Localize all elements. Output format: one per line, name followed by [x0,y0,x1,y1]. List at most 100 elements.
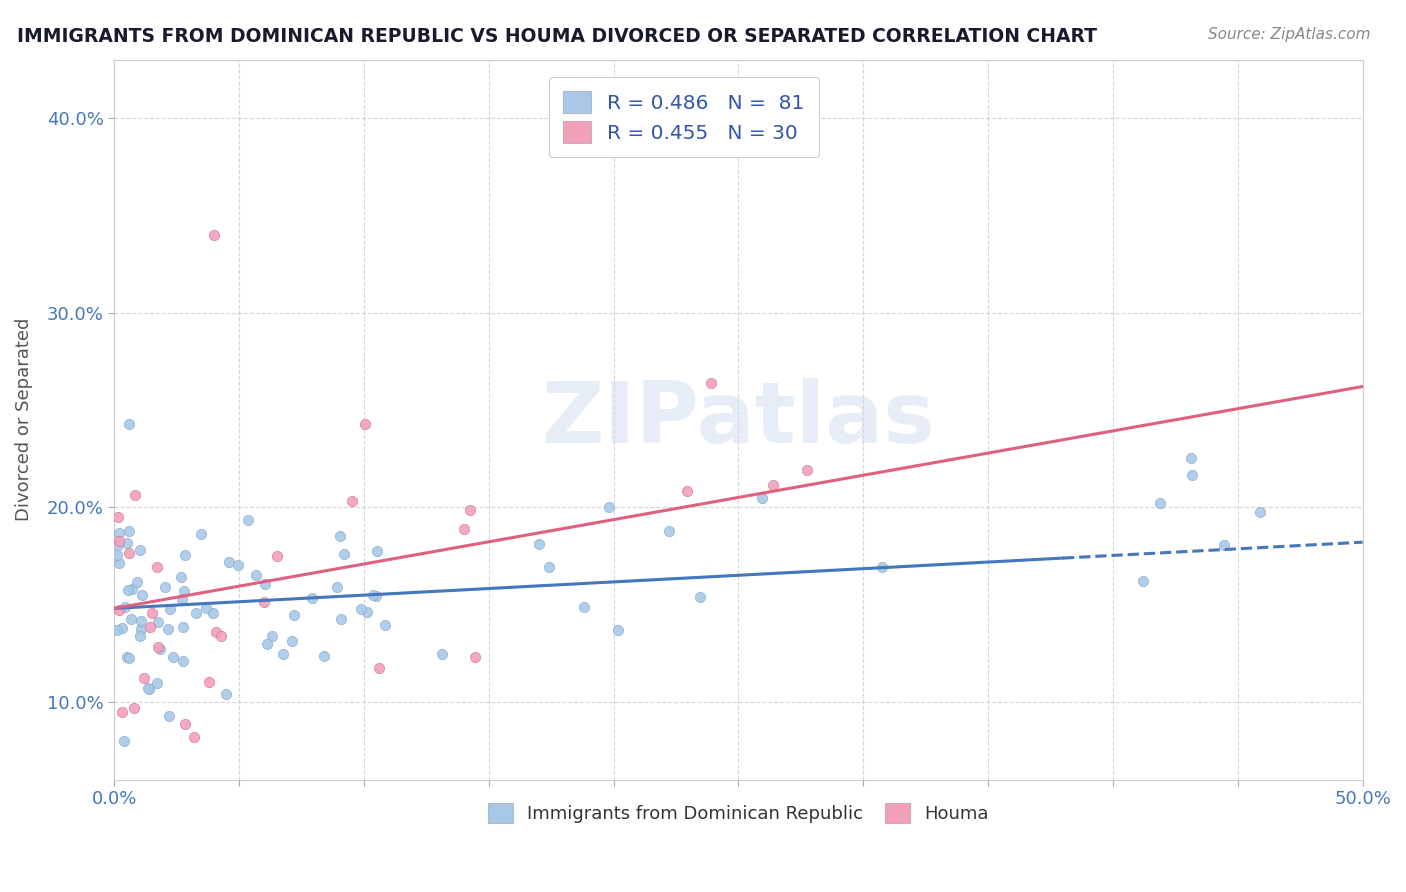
Point [131,588,153,602]
Point [122,700,145,714]
Point [129,629,152,643]
Point [120,612,142,626]
Point [301,591,323,605]
Point [190,527,212,541]
Point [350,602,373,616]
Point [107,509,129,524]
Point [361,588,384,602]
Point [374,618,396,632]
Point [204,624,226,639]
Point [283,607,305,622]
Point [201,606,224,620]
Point [762,478,785,492]
Point [141,606,163,620]
Point [108,603,131,617]
Point [146,615,169,629]
Point [129,543,152,558]
Point [117,583,139,598]
Point [184,606,207,620]
Point [314,648,336,663]
Point [1249,505,1271,519]
Point [155,580,177,594]
Point [132,671,155,685]
Y-axis label: Divorced or Separated: Divorced or Separated [15,318,32,521]
Point [658,524,681,539]
Point [751,491,773,505]
Point [146,560,169,574]
Point [118,417,141,431]
Point [215,687,238,701]
Point [262,629,284,643]
Point [131,614,153,628]
Point [105,623,128,637]
Point [676,483,699,498]
Point [118,524,141,538]
Point [114,599,136,614]
Point [538,559,561,574]
Point [108,526,131,541]
Point [172,620,194,634]
Point [202,227,225,242]
Point [145,676,167,690]
Point [453,523,475,537]
Point [172,654,194,668]
Point [157,622,180,636]
Point [146,640,169,654]
Point [353,417,375,431]
Point [253,595,276,609]
Point [870,560,893,574]
Point [209,629,232,643]
Point [218,555,240,569]
Point [173,583,195,598]
Point [598,500,620,514]
Point [112,733,135,747]
Point [115,649,138,664]
Point [108,533,131,548]
Point [118,650,141,665]
Point [121,582,143,596]
Point [458,503,481,517]
Point [356,605,378,619]
Point [124,488,146,502]
Point [162,649,184,664]
Point [236,513,259,527]
Point [138,681,160,696]
Point [1181,467,1204,482]
Point [364,589,387,603]
Point [111,705,134,719]
Point [326,580,349,594]
Point [368,661,391,675]
Point [464,649,486,664]
Point [107,556,129,570]
Text: Source: ZipAtlas.com: Source: ZipAtlas.com [1208,27,1371,42]
Point [333,547,356,561]
Point [197,674,219,689]
Text: ZIPatlas: ZIPatlas [541,378,935,461]
Point [342,493,364,508]
Point [796,463,818,477]
Point [226,558,249,573]
Point [111,621,134,635]
Point [115,536,138,550]
Point [172,592,194,607]
Point [574,600,596,615]
Point [105,548,128,562]
Point [1180,451,1202,466]
Point [118,546,141,560]
Point [107,538,129,552]
Point [281,634,304,648]
Point [174,717,197,731]
Point [700,376,723,391]
Point [195,600,218,615]
Point [329,529,352,543]
Point [529,537,551,551]
Point [125,575,148,590]
Point [432,647,454,661]
Point [149,642,172,657]
Point [1149,496,1171,510]
Point [138,681,160,695]
Point [174,549,197,563]
Text: IMMIGRANTS FROM DOMINICAN REPUBLIC VS HOUMA DIVORCED OR SEPARATED CORRELATION CH: IMMIGRANTS FROM DOMINICAN REPUBLIC VS HO… [17,27,1097,45]
Point [139,620,162,634]
Point [329,612,352,626]
